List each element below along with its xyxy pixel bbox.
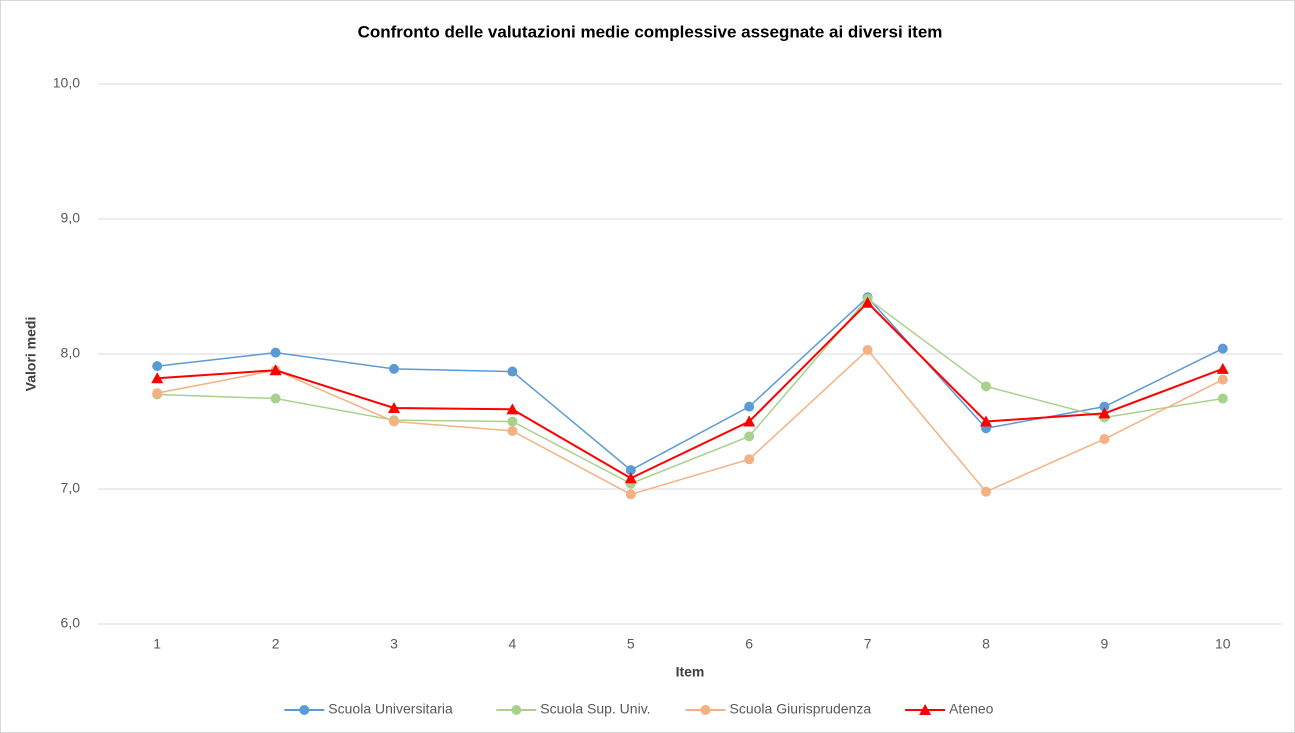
point bbox=[389, 416, 399, 427]
legend-marker bbox=[299, 705, 310, 715]
point bbox=[507, 366, 518, 377]
point bbox=[151, 372, 164, 384]
x-tick-label: 3 bbox=[390, 636, 398, 652]
legend-marker bbox=[511, 705, 522, 715]
point bbox=[625, 465, 636, 476]
point bbox=[980, 415, 992, 427]
point bbox=[152, 361, 163, 372]
point bbox=[624, 472, 637, 484]
point bbox=[1217, 343, 1228, 354]
point bbox=[507, 425, 518, 436]
point bbox=[1099, 434, 1110, 445]
point bbox=[1098, 407, 1111, 419]
x-tick-label: 1 bbox=[153, 636, 161, 652]
point bbox=[744, 431, 755, 442]
y-tick-label: 9,0 bbox=[61, 210, 81, 226]
point bbox=[506, 403, 519, 415]
point bbox=[152, 388, 163, 399]
point bbox=[1099, 401, 1110, 412]
x-axis-label: Item bbox=[676, 664, 705, 680]
legend-marker bbox=[919, 704, 932, 715]
legend-label: Scuola Giurisprudenza bbox=[730, 701, 872, 717]
point bbox=[389, 363, 399, 374]
x-tick-label: 8 bbox=[982, 636, 990, 652]
point bbox=[743, 415, 756, 427]
legend-label: Scuola Sup. Univ. bbox=[540, 701, 650, 717]
x-tick-label: 4 bbox=[509, 636, 517, 652]
point bbox=[1217, 393, 1228, 404]
point bbox=[1217, 374, 1228, 385]
point bbox=[861, 296, 874, 308]
point bbox=[388, 402, 400, 413]
legend-label: Ateneo bbox=[949, 701, 994, 717]
x-tick-label: 7 bbox=[864, 636, 872, 652]
point bbox=[981, 486, 991, 497]
line bbox=[157, 297, 1223, 485]
point bbox=[507, 416, 518, 427]
chart-title: Confronto delle valutazioni medie comple… bbox=[358, 22, 943, 41]
line bbox=[157, 348, 1224, 496]
y-tick-label: 6,0 bbox=[61, 615, 81, 631]
point bbox=[744, 454, 755, 465]
point bbox=[270, 393, 281, 404]
point bbox=[270, 347, 281, 358]
point bbox=[1216, 362, 1229, 374]
point bbox=[625, 489, 636, 500]
y-tick-label: 10,0 bbox=[53, 75, 80, 91]
y-axis-label: Valori medi bbox=[23, 317, 39, 392]
legend-marker bbox=[700, 705, 711, 715]
point bbox=[862, 344, 873, 355]
point bbox=[269, 364, 282, 376]
legend-label: Scuola Universitaria bbox=[328, 701, 453, 717]
x-tick-label: 5 bbox=[627, 636, 635, 652]
x-tick-label: 10 bbox=[1215, 636, 1231, 652]
x-tick-label: 2 bbox=[272, 636, 280, 652]
line bbox=[157, 301, 1224, 480]
y-tick-label: 7,0 bbox=[61, 480, 81, 496]
x-tick-label: 9 bbox=[1101, 636, 1109, 652]
x-tick-label: 6 bbox=[745, 636, 753, 652]
point bbox=[981, 381, 991, 392]
y-tick-label: 8,0 bbox=[61, 345, 81, 361]
point bbox=[744, 401, 755, 412]
